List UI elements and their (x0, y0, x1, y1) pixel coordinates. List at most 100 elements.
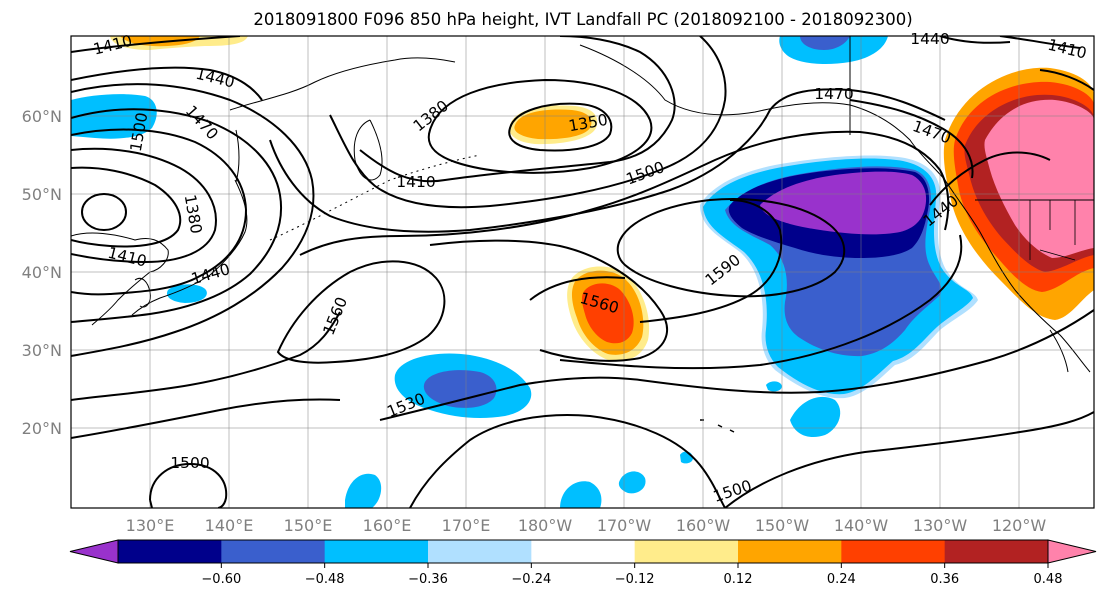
colorbar-extend-low (69, 539, 119, 564)
contour-asia-low-1380 (71, 166, 182, 248)
contour-asia-1440-top (71, 66, 263, 101)
lon-label-170e: 170°E (442, 516, 491, 535)
ivt-shade-subtrop-neg-royal (423, 370, 497, 408)
contour-high-1560-west (276, 260, 446, 364)
colorbar-segment (841, 540, 946, 563)
coast-aleutians (269, 154, 481, 241)
contour-label: 1470 (814, 85, 853, 103)
ivt-shading (71, 36, 1094, 508)
contour-asia-low-inner (81, 193, 127, 231)
colorbar-segment (118, 540, 222, 563)
lon-label-130w: 130°W (913, 516, 968, 535)
contour-1560-center (429, 239, 669, 362)
ivt-shade-west-coast-pink (984, 99, 1094, 258)
contour-1530-south (379, 309, 1094, 421)
ivt-shade-south-sky-5 (766, 381, 782, 392)
lon-label-120w: 120°W (992, 516, 1047, 535)
ivt-shade-north-center-royal (800, 36, 850, 50)
lon-label-160e: 160°E (363, 516, 412, 535)
contour-1500-south-right (724, 411, 1094, 508)
colorbar-tick-label: −0.36 (408, 572, 448, 587)
contour-1470-ne (1039, 69, 1094, 91)
coast-alaska (579, 44, 946, 181)
contour-label: 1440 (910, 30, 949, 48)
lon-label-150w: 150°W (755, 516, 810, 535)
coast-baja (1049, 329, 1069, 373)
colorbar-tick-label: 0.24 (827, 572, 856, 587)
colorbar-tick-label: −0.48 (305, 572, 345, 587)
contour-siberia-1410 (359, 36, 676, 183)
contour-1410-east (939, 36, 1081, 49)
coast-siberia (229, 57, 456, 111)
contour-1500-main (299, 130, 950, 256)
contour-1500-sw-closed (149, 462, 228, 508)
border-us-states (1029, 200, 1076, 261)
longitude-labels: 130°E 140°E 150°E 160°E 170°E 180°W 170°… (126, 516, 1047, 535)
colorbar-tick-label: −0.24 (511, 572, 551, 587)
colorbar-segment (221, 540, 326, 563)
lon-label-140e: 140°E (205, 516, 254, 535)
figure-title: 2018091800 F096 850 hPa height, IVT Land… (253, 10, 912, 29)
colorbar-segment (944, 540, 1049, 563)
colorbar-tick-label: −0.60 (201, 572, 241, 587)
ivt-shade-japan-sky (166, 284, 207, 303)
graticule (71, 36, 1094, 508)
ivt-shade-south-sky-1 (345, 473, 382, 508)
contour-siberia-low-1380 (427, 78, 653, 174)
colorbar-outline (117, 539, 1049, 564)
ivt-shade-aleutian-orange (514, 109, 592, 140)
contour-asia-low-1470 (71, 108, 282, 323)
ivt-shade-subtropic-red (581, 283, 634, 344)
contour-1560-right (639, 199, 783, 323)
contour-high-1590 (616, 198, 846, 298)
lat-label-50n: 50°N (22, 185, 62, 204)
colorbar-segment (634, 540, 739, 563)
lon-label-140w: 140°W (834, 516, 889, 535)
contour-asia-1410-top (71, 36, 241, 53)
height-contours (71, 36, 1094, 508)
map-frame (70, 35, 1095, 509)
contour-label: 1410 (396, 173, 435, 191)
lat-label-20n: 20°N (22, 419, 62, 438)
colorbar-tick-label: 0.36 (930, 572, 959, 587)
lon-label-150e: 150°E (284, 516, 333, 535)
contour-1530-west (71, 311, 341, 401)
lon-label-180w: 180°W (518, 516, 573, 535)
contour-asia-low-1410 (71, 147, 217, 264)
colorbar: −0.60 −0.48 −0.36 −0.24 −0.12 0.12 0.24 0.36 0.4… (69, 539, 1097, 587)
lon-label-160w: 160°W (676, 516, 731, 535)
contour-siberia-low-1350 (508, 102, 613, 152)
ivt-shade-hawaii-sky (790, 396, 841, 438)
lon-label-130e: 130°E (126, 516, 175, 535)
lat-label-30n: 30°N (22, 341, 62, 360)
lat-label-60n: 60°N (22, 107, 62, 126)
coast-asia-mainland (71, 232, 169, 326)
ivt-shade-south-sky-2 (560, 481, 602, 508)
contour-siberia-1440 (329, 36, 727, 209)
colorbar-segment (531, 540, 636, 563)
contour-1470-east (849, 99, 974, 179)
contour-1440-east (929, 151, 1051, 206)
ivt-shade-south-sky-3 (618, 471, 646, 494)
colorbar-segment (428, 540, 532, 563)
contour-1560-east (529, 234, 963, 370)
contour-1500-south (71, 398, 726, 508)
contour-label: 1500 (170, 454, 209, 472)
map-panel: 1410 1440 1470 1500 1380 1410 1410 1440 … (70, 30, 1095, 509)
colorbar-tick-label: 0.12 (724, 572, 753, 587)
colorbar-tick-label: −0.12 (615, 572, 655, 587)
coast-japan (131, 179, 248, 316)
contour-asia-low-1440 (71, 128, 248, 296)
colorbar-segment (324, 540, 429, 563)
colorbar-segment (738, 540, 842, 563)
lon-label-170w: 170°W (597, 516, 652, 535)
contour-asia-low-1500 (71, 83, 315, 357)
ivt-shade-nepac-purple (760, 171, 927, 235)
coast-north-america (944, 179, 1091, 373)
colorbar-tick-label: 0.48 (1034, 572, 1063, 587)
colorbar-extend-high (1047, 539, 1097, 564)
latitude-labels: 60°N 50°N 40°N 30°N 20°N (22, 107, 62, 438)
lat-label-40n: 40°N (22, 263, 62, 282)
contour-1470-main (269, 88, 946, 233)
